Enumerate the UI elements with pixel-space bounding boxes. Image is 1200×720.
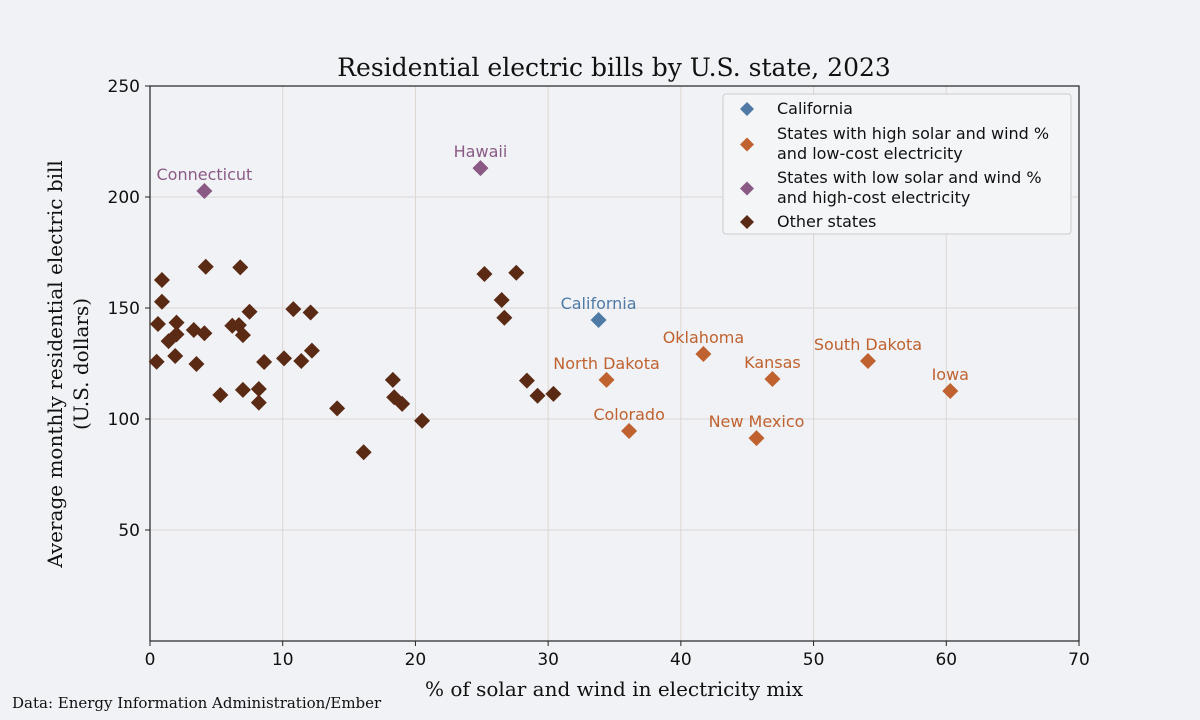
data-point [472, 160, 489, 177]
point-label: New Mexico [709, 412, 805, 431]
data-point [232, 259, 249, 276]
data-point [188, 355, 205, 372]
data-point [250, 381, 267, 398]
data-point [167, 347, 184, 364]
data-point [355, 444, 372, 461]
data-point [518, 372, 535, 389]
y-tick-label: 150 [108, 299, 140, 319]
data-point [276, 350, 293, 367]
x-tick-label: 70 [1068, 650, 1090, 670]
data-point [196, 183, 213, 200]
data-point [256, 353, 273, 370]
point-label: Hawaii [454, 142, 508, 161]
legend-marker [740, 215, 754, 229]
point-label: California [561, 294, 637, 313]
data-point [196, 325, 213, 342]
data-point [493, 292, 510, 309]
data-point [414, 412, 431, 429]
point-label: North Dakota [553, 354, 660, 373]
legend-label: and low-cost electricity [777, 144, 963, 163]
point-label: Kansas [744, 353, 801, 372]
point-label: Connecticut [157, 165, 253, 184]
data-point [476, 266, 493, 283]
data-point [545, 385, 562, 402]
data-point [168, 314, 185, 331]
legend-marker [740, 102, 754, 116]
point-label: South Dakota [814, 335, 922, 354]
data-point [748, 430, 765, 447]
data-point [529, 387, 546, 404]
y-axis-label-line1: Average monthly residential electric bil… [43, 160, 67, 569]
legend-marker [740, 137, 754, 152]
data-point [859, 353, 876, 370]
data-point [302, 304, 319, 321]
data-point [212, 387, 229, 404]
y-axis-label-line2: (U.S. dollars) [69, 298, 93, 430]
data-point [285, 301, 302, 318]
x-tick-label: 0 [145, 650, 156, 670]
data-point [496, 309, 513, 326]
legend-box [722, 93, 1072, 235]
point-label: Iowa [932, 365, 969, 384]
data-point [234, 327, 251, 344]
legend-label: California [777, 99, 853, 118]
source-note: Data: Energy Information Administration/… [12, 694, 382, 712]
legend-label: and high-cost electricity [777, 188, 970, 207]
x-tick-label: 30 [537, 650, 559, 670]
y-tick-label: 100 [108, 410, 140, 430]
x-tick-label: 50 [803, 650, 825, 670]
data-point [329, 400, 346, 417]
point-label: Colorado [593, 405, 665, 424]
y-tick-label: 250 [108, 77, 140, 97]
data-point [598, 371, 615, 388]
data-point [942, 383, 959, 400]
data-point [149, 315, 166, 332]
data-point [153, 293, 170, 310]
axis-ticks: 0 10 20 30 40 50 60 70 50 100 150 200 250 [108, 77, 1090, 670]
data-point [197, 258, 214, 275]
x-tick-label: 10 [272, 650, 294, 670]
y-tick-label: 200 [108, 188, 140, 208]
x-tick-label: 60 [935, 650, 957, 670]
legend-label: Other states [777, 212, 876, 231]
data-point [590, 311, 607, 328]
data-point [148, 353, 165, 370]
data-point [394, 395, 411, 412]
x-tick-label: 20 [405, 650, 427, 670]
legend-label: States with low solar and wind % [777, 168, 1042, 187]
data-point [250, 394, 267, 411]
data-point [160, 333, 177, 350]
data-point [621, 422, 638, 439]
x-tick-label: 40 [670, 650, 692, 670]
data-point [384, 371, 401, 388]
data-point [293, 353, 310, 370]
data-point [764, 371, 781, 388]
legend: California States with high solar and win… [722, 93, 1072, 235]
data-point [234, 381, 251, 398]
legend-label: States with high solar and wind % [777, 124, 1049, 143]
plot-frame [149, 85, 1080, 642]
point-label: Oklahoma [663, 328, 744, 347]
chart-title: Residential electric bills by U.S. state… [337, 53, 891, 82]
data-points: California North Dakota Colorado OklahomaKa… [148, 142, 969, 461]
data-point [153, 272, 170, 289]
y-tick-label: 50 [118, 521, 140, 541]
data-point [241, 303, 258, 320]
data-point [303, 342, 320, 359]
x-axis-label: % of solar and wind in electricity mix [425, 677, 804, 701]
data-point [695, 345, 712, 362]
data-point [508, 264, 525, 281]
legend-marker [740, 181, 754, 196]
